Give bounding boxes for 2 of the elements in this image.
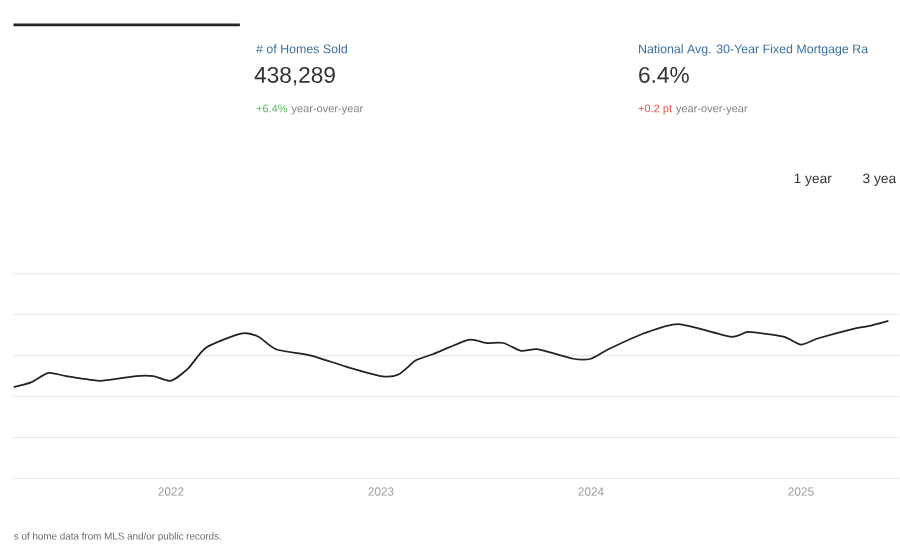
text: 438,289 [254, 67, 335, 86]
text: 6.4% [639, 67, 689, 84]
